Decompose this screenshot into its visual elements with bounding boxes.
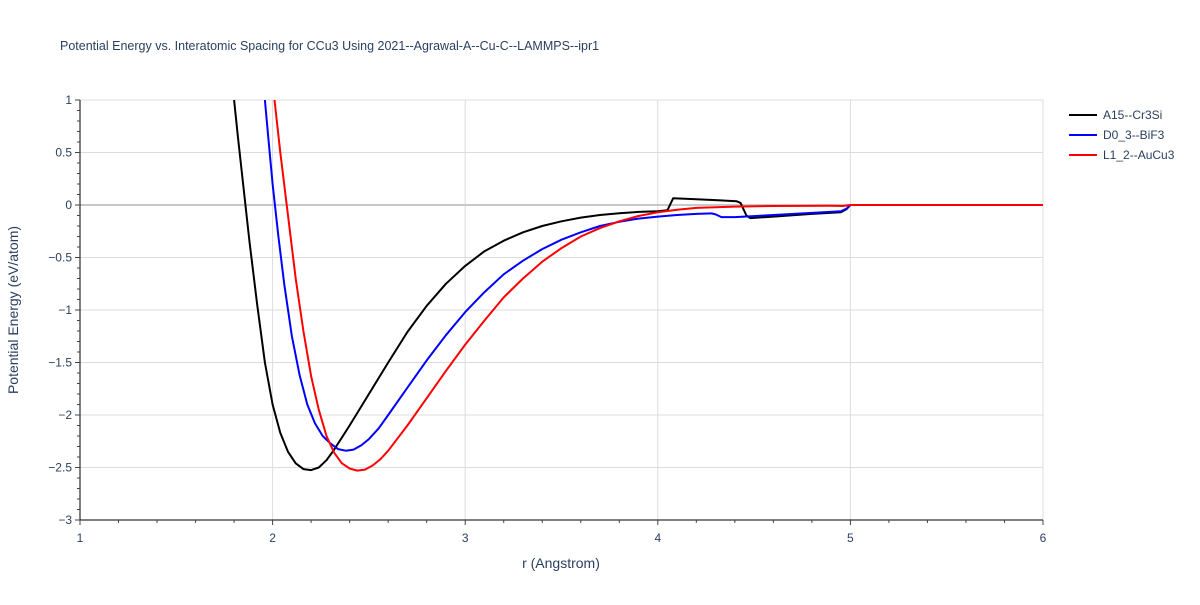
y-axis-title: Potential Energy (eV/atom) [5, 226, 21, 394]
x-axis-title: r (Angstrom) [522, 555, 600, 571]
x-tick-label: 6 [1040, 531, 1047, 545]
x-tick-label: 1 [77, 531, 84, 545]
y-tick-label: 0 [65, 198, 72, 212]
series-line-d0-3-bif3[interactable] [263, 100, 1043, 452]
y-tick-label: −2 [58, 408, 72, 422]
x-tick-label: 3 [462, 531, 469, 545]
y-tick-label: −3 [58, 513, 72, 527]
axes: 1 2 3 4 5 6 1 0.5 0 −0.5 −1 −1.5 −2 −2.5 −3 [48, 93, 1046, 545]
x-tick-label: 4 [654, 531, 661, 545]
y-tick-label: −1.5 [48, 356, 72, 370]
x-tick-label: 2 [269, 531, 276, 545]
series-line-l1-2-aucu3[interactable] [273, 100, 1044, 472]
y-tick-label: 0.5 [55, 146, 72, 160]
legend-label[interactable]: L1_2--AuCu3 [1103, 148, 1175, 162]
legend-label[interactable]: D0_3--BiF3 [1103, 128, 1165, 142]
series-line-a15-cr3si[interactable] [233, 100, 1043, 472]
series-lines[interactable] [233, 100, 1044, 472]
chart-title: Potential Energy vs. Interatomic Spacing… [60, 39, 599, 53]
y-tick-label: −2.5 [48, 461, 72, 475]
legend-label[interactable]: A15--Cr3Si [1103, 108, 1162, 122]
y-tick-label: −0.5 [48, 251, 72, 265]
x-tick-label: 5 [847, 531, 854, 545]
legend[interactable]: A15--Cr3Si D0_3--BiF3 L1_2--AuCu3 [1069, 108, 1175, 162]
gridlines [80, 99, 1044, 520]
y-tick-label: −1 [58, 303, 72, 317]
y-tick-label: 1 [65, 93, 72, 107]
